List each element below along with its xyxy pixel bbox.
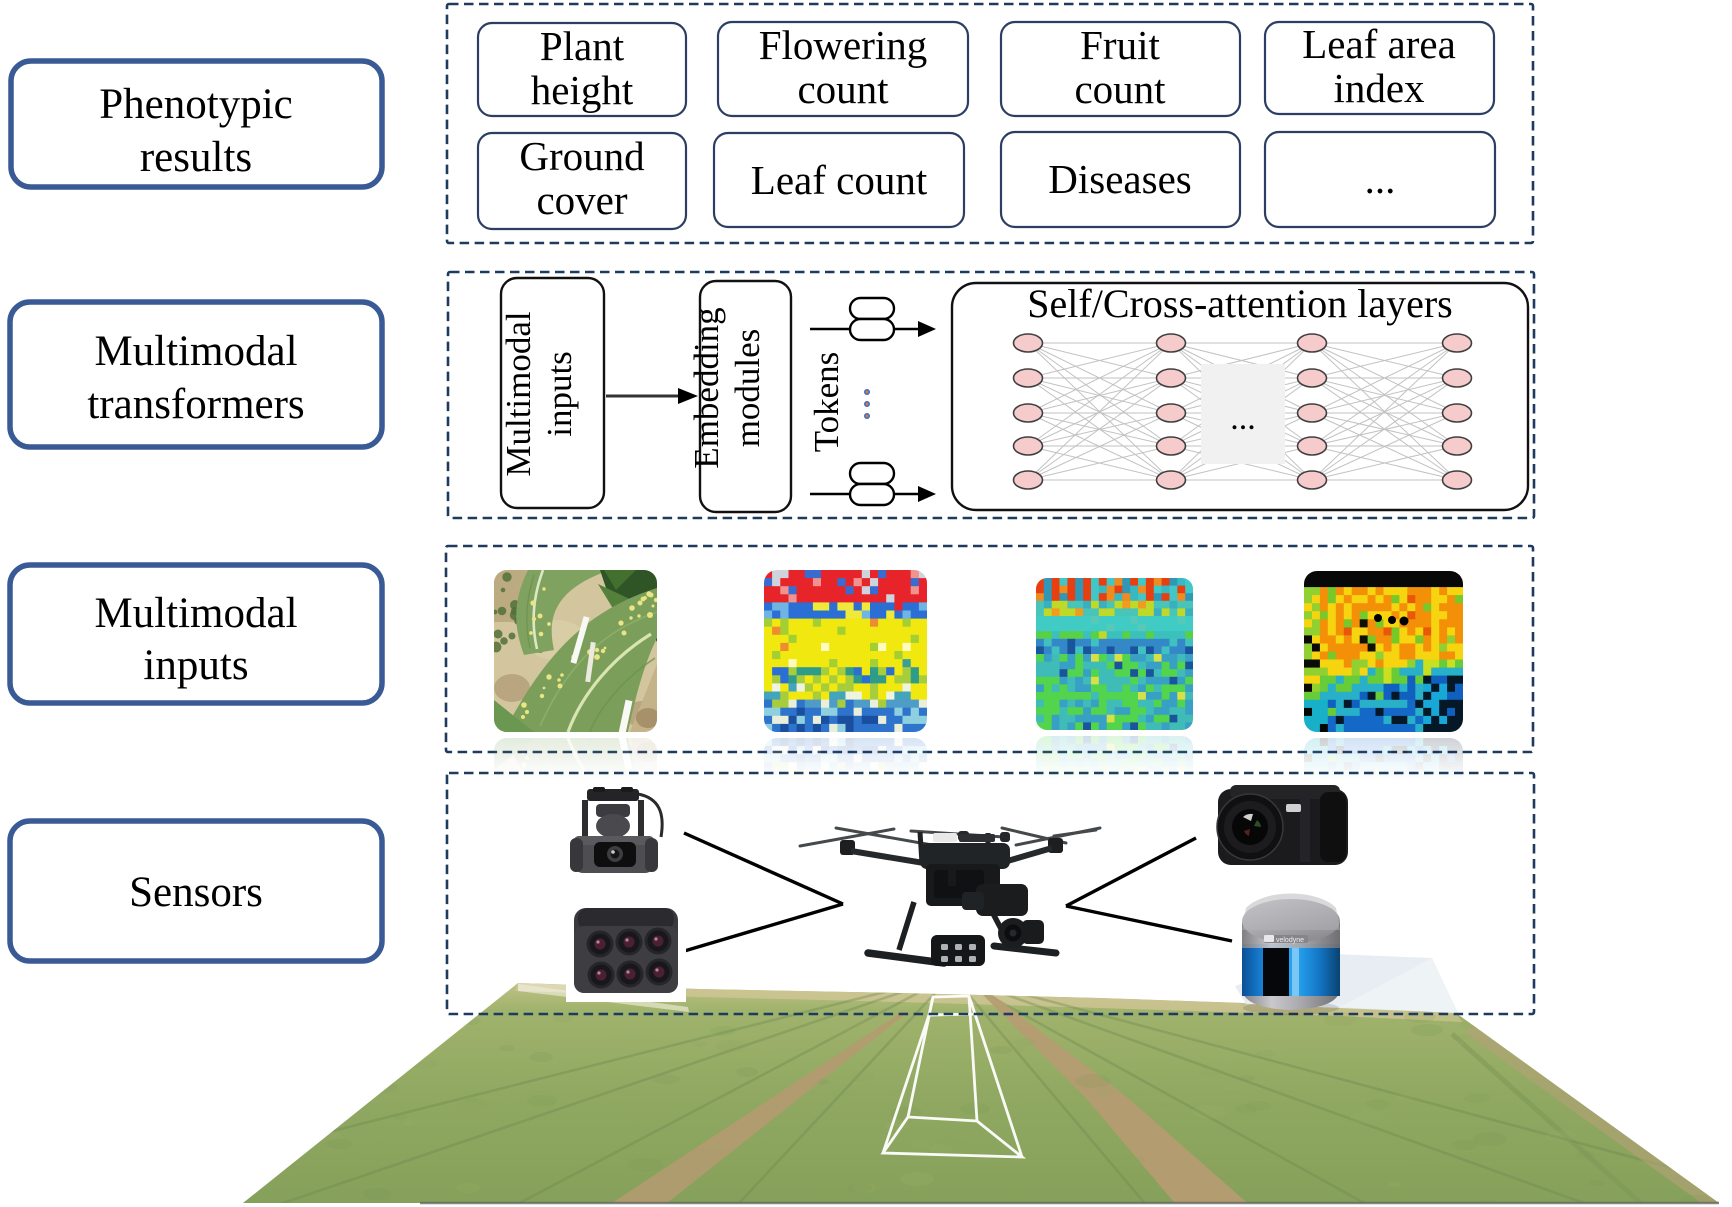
svg-text:Flowering: Flowering: [759, 22, 928, 68]
svg-text:Fruit: Fruit: [1080, 22, 1160, 68]
svg-text:Ground: Ground: [519, 133, 644, 179]
svg-text:results: results: [140, 134, 252, 181]
svg-text:Self/Cross-attention layers: Self/Cross-attention layers: [1027, 281, 1452, 326]
svg-text:Leaf count: Leaf count: [751, 157, 928, 203]
svg-text:cover: cover: [536, 177, 627, 223]
svg-text:Sensors: Sensors: [129, 869, 263, 916]
svg-text:...: ...: [1365, 156, 1396, 202]
svg-text:inputs: inputs: [143, 642, 248, 689]
svg-text:count: count: [1074, 66, 1166, 112]
svg-text:count: count: [797, 66, 889, 112]
svg-text:Phenotypic: Phenotypic: [99, 81, 292, 128]
svg-text:Tokens: Tokens: [807, 352, 846, 453]
svg-text:Multimodal: Multimodal: [94, 328, 297, 375]
svg-text:velodyne: velodyne: [1276, 937, 1304, 944]
svg-text:modules: modules: [728, 329, 767, 448]
svg-text:Diseases: Diseases: [1048, 156, 1191, 202]
svg-text:inputs: inputs: [540, 351, 579, 437]
svg-text:Embedding: Embedding: [687, 307, 726, 468]
svg-text:index: index: [1333, 65, 1424, 111]
svg-text:transformers: transformers: [87, 381, 304, 428]
svg-text:Leaf area: Leaf area: [1302, 21, 1456, 67]
svg-text:height: height: [531, 67, 634, 113]
svg-text:Plant: Plant: [540, 23, 625, 69]
svg-text:Multimodal: Multimodal: [94, 590, 297, 637]
svg-text:Multimodal: Multimodal: [499, 311, 538, 477]
svg-text:...: ...: [1230, 400, 1256, 437]
